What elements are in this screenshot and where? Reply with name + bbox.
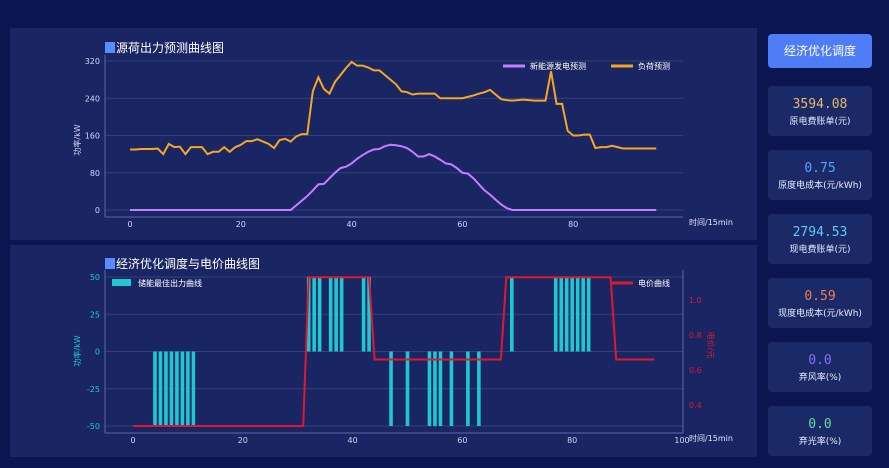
series-line-0: [130, 143, 657, 211]
storage-bar: [361, 277, 366, 352]
storage-bar: [367, 277, 371, 352]
legend-label: 储能最佳出力曲线: [138, 278, 202, 288]
storage-bar: [389, 351, 393, 426]
title-marker: [105, 258, 115, 269]
stat-value: 0.0: [808, 353, 832, 368]
storage-bar: [186, 351, 190, 426]
storage-bar: [466, 351, 470, 426]
x-axis-label: 时间/15min: [689, 433, 733, 443]
storage-bar: [510, 277, 514, 352]
x-tick-label: 60: [457, 220, 467, 229]
chart-title: 经济优化调度与电价曲线图: [116, 256, 260, 271]
economic-optimize-button[interactable]: 经济优化调度: [768, 34, 872, 68]
stat-value: 2794.53: [792, 225, 848, 240]
storage-bar: [553, 277, 558, 352]
storage-bar: [405, 351, 410, 426]
stat-value: 3594.08: [792, 97, 848, 112]
stat-card: 0.75 原度电成本(元/kWh): [768, 150, 872, 200]
y-tick-label: 320: [85, 57, 100, 66]
x-tick-label: 20: [238, 436, 248, 445]
storage-bar: [438, 351, 443, 426]
storage-bar: [164, 351, 168, 426]
y-tick-label: 0: [95, 206, 100, 215]
y-tick-label: 240: [85, 94, 100, 103]
storage-bar: [570, 277, 574, 352]
y-tick-label: 80: [90, 169, 100, 178]
right-tick-label: 0.8: [689, 331, 702, 340]
right-tick-label: 1.0: [689, 296, 702, 305]
stat-value: 0.59: [804, 289, 836, 304]
stat-label: 现度电成本(元/kWh): [778, 309, 862, 319]
storage-bar: [175, 351, 179, 426]
x-tick-label: 40: [347, 220, 357, 229]
stat-card: 0.0 弃光率(%): [768, 406, 872, 456]
stat-label: 弃风率(%): [798, 373, 842, 383]
storage-bar: [158, 351, 163, 426]
legend-swatch: [112, 279, 131, 286]
y-tick-label: 160: [85, 132, 100, 141]
x-axis-label: 时间/15min: [689, 217, 733, 227]
legend-label: 电价曲线: [638, 278, 670, 288]
series-line-1: [130, 60, 657, 156]
stat-card: 2794.53 现电费账单(元): [768, 214, 872, 264]
stat-label: 原电费账单(元): [789, 117, 851, 127]
stat-card: 0.0 弃风率(%): [768, 342, 872, 392]
storage-bar: [306, 277, 311, 352]
stat-value: 0.0: [808, 417, 832, 432]
y-tick-label: -25: [87, 385, 100, 394]
source-load-forecast-panel: [10, 28, 757, 240]
storage-bar: [586, 277, 591, 352]
storage-bar: [581, 277, 585, 352]
y-tick-label: 25: [90, 310, 100, 319]
stat-value: 0.75: [804, 161, 836, 176]
storage-bar: [328, 277, 333, 352]
storage-bar: [564, 277, 569, 352]
storage-bar: [449, 351, 454, 426]
y-tick-label: 0: [95, 348, 100, 357]
x-tick-label: 20: [236, 220, 246, 229]
stat-card: 0.59 现度电成本(元/kWh): [768, 278, 872, 328]
storage-bar: [334, 277, 338, 352]
storage-bar: [339, 277, 344, 352]
storage-bar: [477, 351, 481, 426]
stat-label: 现电费账单(元): [789, 245, 851, 255]
right-tick-label: 0.4: [689, 401, 702, 410]
x-tick-label: 60: [457, 436, 467, 445]
chart-title: 源荷出力预测曲线图: [116, 41, 224, 55]
legend-label: 负荷预测: [638, 61, 670, 71]
storage-bar: [312, 277, 316, 352]
right-axis-label: 电价/元: [706, 332, 716, 359]
x-tick-label: 40: [348, 436, 358, 445]
storage-bar: [169, 351, 174, 426]
x-tick-label: 80: [568, 220, 578, 229]
x-tick-label: 0: [127, 220, 132, 229]
y-tick-label: 50: [90, 273, 100, 282]
stat-label: 弃光率(%): [798, 437, 842, 447]
x-tick-label: 100: [674, 436, 689, 445]
storage-bar: [575, 277, 580, 352]
x-tick-label: 80: [567, 436, 577, 445]
storage-bar: [191, 351, 196, 426]
storage-bar: [433, 351, 437, 426]
right-tick-label: 0.6: [689, 366, 702, 375]
stat-label: 原度电成本(元/kWh): [778, 181, 862, 191]
x-tick-label: 0: [130, 436, 135, 445]
storage-bar: [180, 351, 185, 426]
storage-bar: [427, 351, 432, 426]
storage-bar: [153, 351, 157, 426]
price-line: [133, 276, 655, 427]
y-tick-label: -50: [87, 422, 100, 431]
storage-bar: [559, 277, 564, 352]
title-marker: [105, 42, 115, 53]
stat-card: 3594.08 原电费账单(元): [768, 86, 872, 136]
storage-bar: [317, 277, 322, 352]
y-axis-label: 功率/kW: [72, 124, 82, 155]
y-axis-label: 功率/kW: [72, 335, 82, 366]
legend-label: 新能源发电预测: [530, 61, 586, 71]
